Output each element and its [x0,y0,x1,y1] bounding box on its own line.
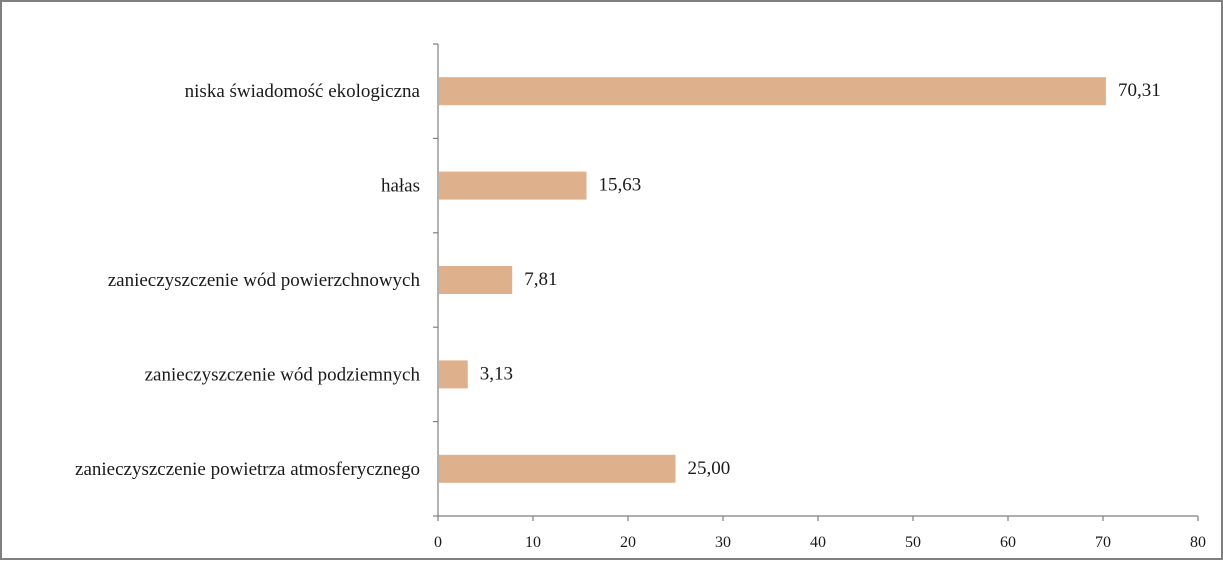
category-label: zanieczyszczenie wód podziemnych [145,364,421,385]
category-label: zanieczyszczenie powietrza atmosferyczne… [75,459,420,480]
x-tick-label: 60 [1000,534,1016,551]
data-label: 25,00 [688,458,731,479]
bar [439,77,1106,106]
x-tick-label: 20 [620,534,636,551]
x-tick-label: 30 [715,534,731,551]
data-label: 7,81 [524,269,557,290]
category-label: hałas [381,176,420,197]
x-tick-label: 70 [1095,534,1111,551]
data-label: 70,31 [1118,80,1161,101]
x-tick-label: 40 [810,534,826,551]
bar [439,454,676,483]
axis-ticks [433,43,1199,521]
category-label: niska świadomość ekologiczna [185,81,421,102]
bars-layer [439,77,1106,483]
labels: niska świadomość ekologiczna 70,31 hałas 15… [75,80,1206,551]
x-tick-label: 0 [434,534,442,551]
x-tick-label: 80 [1190,534,1206,551]
x-tick-label: 10 [525,534,541,551]
bar [439,266,513,294]
data-label: 15,63 [598,175,641,196]
category-label: zanieczyszczenie wód powierzchnowych [108,270,421,291]
data-label: 3,13 [480,363,513,384]
bar [439,171,587,200]
x-tick-label: 50 [905,534,921,551]
bar [439,360,468,389]
